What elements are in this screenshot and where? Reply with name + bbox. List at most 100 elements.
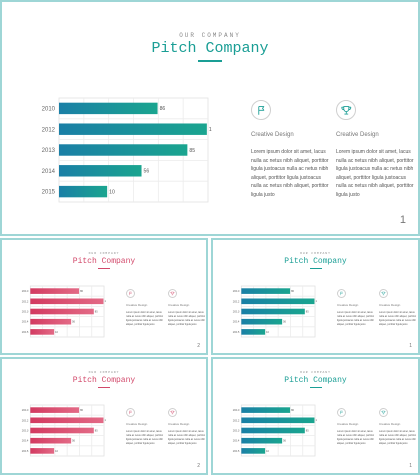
trophy-icon <box>168 289 177 298</box>
column-title-2: Creative Design <box>379 303 401 307</box>
page-number: 2 <box>197 463 200 469</box>
tick-label: 2013 <box>42 148 56 154</box>
bar <box>30 407 80 413</box>
data-label: 1 <box>315 300 317 303</box>
tick-label: 2010 <box>22 408 29 412</box>
trophy-icon <box>379 408 388 417</box>
tick-label: 2012 <box>22 299 29 303</box>
bar-chart-svg: 2010 86 2012 1 2013 85 2014 56 2015 10 <box>233 285 317 338</box>
column-body-2: Lorem ipsum dolor sit amet, lacus nulla … <box>168 311 206 326</box>
tick-label: 2014 <box>22 320 29 324</box>
tick-label: 2013 <box>233 310 240 314</box>
tick-label: 2010 <box>22 289 29 293</box>
bar <box>30 298 104 305</box>
trophy-icon-glyph <box>170 291 175 296</box>
tick-label: 2015 <box>233 330 240 334</box>
slide-3[interactable]: OUR COMPANY Pitch Company 2010 86 2012 1 201… <box>211 238 420 355</box>
page-title: Pitch Company <box>151 40 269 57</box>
page-title: Pitch Company <box>284 376 347 385</box>
bar <box>241 298 315 305</box>
data-label: 86 <box>160 106 166 112</box>
title-underline <box>98 268 110 269</box>
column-body-1: Lorem ipsum dolor sit amet, lacus nulla … <box>337 430 375 445</box>
flag-icon-glyph <box>340 291 343 296</box>
tick-label: 2012 <box>42 127 56 133</box>
slide-5[interactable]: OUR COMPANY Pitch Company 2010 86 2012 1 201… <box>211 357 420 475</box>
tick-label: 2015 <box>42 190 56 196</box>
bar-chart-svg: 2010 86 2012 1 2013 85 2014 56 2015 10 <box>22 404 106 457</box>
data-label: 10 <box>266 450 269 453</box>
header-super: OUR COMPANY <box>300 371 331 374</box>
data-label: 10 <box>55 331 58 334</box>
column-body-1: Lorem ipsum dolor sit amet, lacus nulla … <box>126 311 164 326</box>
flag-icon <box>337 289 346 298</box>
column-title-1: Creative Design <box>337 422 359 426</box>
slide-2[interactable]: OUR COMPANY Pitch Company 2010 86 2012 1 201… <box>0 238 208 355</box>
title-underline <box>309 387 322 388</box>
page-number: 1 <box>399 214 406 226</box>
bar <box>30 417 104 424</box>
data-label: 85 <box>95 310 98 313</box>
tick-label: 2014 <box>233 439 240 443</box>
data-label: 10 <box>266 331 269 334</box>
bar <box>30 288 80 294</box>
column-title-1: Creative Design <box>337 303 359 307</box>
slide-4[interactable]: OUR COMPANY Pitch Company 2010 86 2012 1 201… <box>0 357 208 475</box>
header-super: OUR COMPANY <box>300 252 331 255</box>
data-label: 85 <box>95 429 98 432</box>
flag-icon-glyph <box>340 410 343 415</box>
tick-label: 2015 <box>22 330 29 334</box>
page-number: 2 <box>197 343 200 349</box>
data-label: 86 <box>291 409 294 412</box>
data-label: 85 <box>189 148 195 154</box>
bar <box>59 144 188 156</box>
tick-label: 2013 <box>233 429 240 433</box>
tick-label: 2010 <box>233 408 240 412</box>
tick-label: 2010 <box>233 289 240 293</box>
data-label: 1 <box>104 300 106 303</box>
flag-icon <box>251 100 271 120</box>
column-body-2: Lorem ipsum dolor sit amet, lacus nulla … <box>336 149 414 198</box>
tick-label: 2010 <box>42 107 56 113</box>
data-label: 86 <box>80 290 83 293</box>
bar <box>241 437 283 444</box>
data-label: 85 <box>306 310 309 313</box>
slide-1[interactable]: OUR COMPANY Pitch Company 2010 86 2012 1 201… <box>0 0 420 236</box>
data-label: 56 <box>144 169 150 175</box>
data-label: 10 <box>109 189 115 195</box>
data-label: 56 <box>283 440 286 443</box>
bar <box>30 318 72 325</box>
tick-label: 2013 <box>22 310 29 314</box>
data-label: 56 <box>283 321 286 324</box>
bar <box>241 318 283 325</box>
trophy-icon <box>336 100 356 120</box>
bar <box>241 329 266 335</box>
tick-label: 2015 <box>233 449 240 453</box>
bar <box>30 308 94 315</box>
bar-chart: 2010 86 2012 1 2013 85 2014 56 2015 10 <box>14 404 106 457</box>
flag-icon <box>126 408 135 417</box>
trophy-icon-glyph <box>381 291 386 296</box>
bar <box>241 448 266 454</box>
title-underline <box>98 387 110 388</box>
column-body-1: Lorem ipsum dolor sit amet, lacus nulla … <box>251 149 329 198</box>
data-label: 56 <box>72 440 75 443</box>
trophy-icon-glyph <box>170 410 175 415</box>
column-body-1: Lorem ipsum dolor sit amet, lacus nulla … <box>337 311 375 326</box>
tick-label: 2013 <box>22 429 29 433</box>
column-body-1: Lorem ipsum dolor sit amet, lacus nulla … <box>126 430 164 445</box>
bar-chart-svg: 2010 86 2012 1 2013 85 2014 56 2015 10 <box>42 97 212 203</box>
page-title: Pitch Company <box>284 257 347 266</box>
title-underline <box>309 268 322 269</box>
bar <box>59 102 158 115</box>
tick-label: 2015 <box>22 449 29 453</box>
page-title: Pitch Company <box>72 257 136 266</box>
bar <box>241 308 305 315</box>
bar <box>241 417 315 424</box>
trophy-icon-glyph <box>381 410 386 415</box>
flag-icon-glyph <box>258 105 264 115</box>
data-label: 1 <box>104 419 106 422</box>
column-title-1: Creative Design <box>251 132 294 138</box>
column-body-2: Lorem ipsum dolor sit amet, lacus nulla … <box>168 430 206 445</box>
bar-chart: 2010 86 2012 1 2013 85 2014 56 2015 10 <box>225 285 317 338</box>
